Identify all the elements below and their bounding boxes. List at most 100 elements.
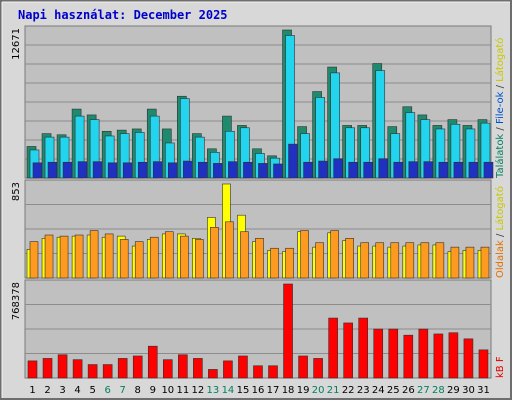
bar-kb-kbf-day-3 (57, 354, 68, 379)
x-tick-label: 4 (74, 385, 80, 396)
bar-kb-kbf-day-9 (147, 345, 158, 379)
x-tick-label: 27 (417, 385, 430, 396)
bar-pages-oldalak-day-27 (420, 242, 430, 279)
bar-pages-oldalak-day-26 (405, 242, 415, 279)
x-tick-label: 2 (44, 385, 50, 396)
bar-hits-ltogat-day-1 (32, 162, 43, 179)
bar-pages-oldalak-day-30 (465, 246, 475, 279)
bar-hits-ltogat-day-25 (393, 161, 404, 179)
x-tick-label: 14 (222, 385, 235, 396)
bar-kb-kbf-day-21 (328, 317, 338, 379)
bar-hits-ltogat-day-6 (107, 162, 118, 179)
bar-kb-kbf-day-7 (117, 358, 128, 379)
bar-kb-kbf-day-14 (223, 360, 233, 379)
bar-hits-ltogat-day-5 (92, 161, 103, 179)
panel-pages: 853 Oldalak / Látogató (11, 179, 506, 279)
bar-hits-ltogat-day-13 (213, 163, 223, 179)
bar-kb-kbf-day-30 (463, 338, 474, 379)
bar-kb-kbf-day-23 (358, 317, 369, 379)
legend-entry: / (495, 82, 506, 92)
x-tick-label: 31 (477, 385, 490, 396)
x-tick-label: 13 (207, 385, 220, 396)
x-tick-label: 28 (432, 385, 445, 396)
bar-kb-kbf-day-8 (132, 355, 143, 379)
legend-entry: Látogató (494, 186, 506, 230)
bar-hits-ltogat-day-3 (62, 161, 73, 179)
bar-hits-ltogat-day-17 (273, 163, 283, 179)
bar-hits-ltogat-day-28 (438, 161, 449, 179)
x-tick-label: 18 (282, 385, 295, 396)
bar-hits-ltogat-day-19 (303, 161, 313, 179)
bar-kb-kbf-day-28 (433, 333, 444, 379)
panel-max-label: 853 (11, 182, 22, 201)
bar-pages-oldalak-day-31 (480, 246, 490, 279)
bar-pages-oldalak-day-17 (270, 247, 279, 279)
x-tick-label: 24 (372, 385, 385, 396)
bar-hits-ltogat-day-14 (228, 161, 238, 179)
panel-series-legend: Találatok / File-ok / Látogató (494, 38, 506, 179)
bar-hits-ltogat-day-12 (198, 161, 208, 179)
x-tick-label: 16 (252, 385, 265, 396)
bar-hits-ltogat-day-2 (47, 161, 58, 179)
bar-hits-ltogat-day-31 (483, 161, 494, 179)
bar-hits-ltogat-day-26 (408, 161, 419, 179)
bar-kb-kbf-day-11 (178, 354, 188, 379)
bar-pages-oldalak-day-29 (450, 246, 460, 279)
bar-kb-kbf-day-10 (162, 359, 173, 379)
bar-pages-oldalak-day-8 (134, 241, 144, 279)
legend-entry: / (495, 230, 506, 240)
x-tick-label: 7 (120, 385, 126, 396)
bar-pages-oldalak-day-4 (74, 234, 84, 279)
panel-max-label: 768378 (11, 282, 22, 320)
bar-hits-ltogat-day-18 (288, 143, 298, 179)
x-tick-label: 29 (447, 385, 460, 396)
bar-kb-kbf-day-13 (208, 369, 218, 379)
bar-pages-oldalak-day-2 (44, 234, 54, 279)
bar-pages-oldalak-day-10 (164, 231, 174, 279)
bar-kb-kbf-day-26 (403, 334, 414, 379)
panel-kb: 768378 kB F (11, 279, 506, 379)
bar-pages-oldalak-day-7 (119, 239, 129, 279)
bar-pages-oldalak-day-12 (195, 239, 204, 279)
x-tick-label: 21 (327, 385, 340, 396)
bar-pages-oldalak-day-19 (300, 230, 309, 279)
bar-hits-ltogat-day-9 (152, 161, 163, 179)
bar-pages-oldalak-day-16 (255, 238, 264, 279)
bar-pages-oldalak-day-13 (210, 227, 219, 279)
bar-kb-kbf-day-20 (313, 358, 323, 379)
x-tick-label: 17 (267, 385, 280, 396)
chart-title: Napi használat: December 2025 (18, 8, 228, 22)
bar-pages-oldalak-day-15 (240, 231, 249, 279)
bar-hits-ltogat-day-7 (122, 162, 133, 179)
x-tick-label: 9 (150, 385, 156, 396)
bar-kb-kbf-day-6 (102, 364, 113, 379)
bar-kb-kbf-day-4 (72, 359, 83, 379)
bar-kb-kbf-day-31 (478, 349, 489, 379)
bar-pages-oldalak-day-6 (104, 233, 114, 279)
bar-pages-oldalak-day-28 (435, 242, 445, 279)
bar-kb-kbf-day-24 (373, 328, 384, 379)
bar-kb-kbf-day-27 (418, 328, 429, 379)
bar-hits-ltogat-day-30 (468, 161, 479, 179)
bar-hits-ltogat-day-20 (318, 160, 328, 179)
x-tick-label: 10 (161, 385, 174, 396)
bar-pages-oldalak-day-24 (375, 242, 385, 279)
x-tick-label: 23 (357, 385, 370, 396)
bar-kb-kbf-day-16 (253, 365, 263, 379)
bar-hits-ltogat-day-4 (77, 161, 88, 179)
bar-pages-oldalak-day-20 (315, 242, 324, 279)
bar-hits-ltogat-day-23 (363, 161, 374, 179)
bar-pages-oldalak-day-23 (360, 242, 370, 279)
x-tick-label: 6 (104, 385, 110, 396)
x-tick-label: 3 (59, 385, 65, 396)
panel-max-label: 12671 (11, 28, 22, 60)
bar-hits-ltogat-day-16 (258, 163, 268, 179)
bar-hits-ltogat-day-21 (333, 158, 343, 179)
bar-pages-oldalak-day-3 (59, 235, 69, 279)
bar-hits-ltogat-day-24 (378, 158, 389, 179)
x-tick-label: 5 (89, 385, 95, 396)
bar-kb-kbf-day-29 (448, 332, 459, 379)
x-tick-label: 19 (297, 385, 310, 396)
